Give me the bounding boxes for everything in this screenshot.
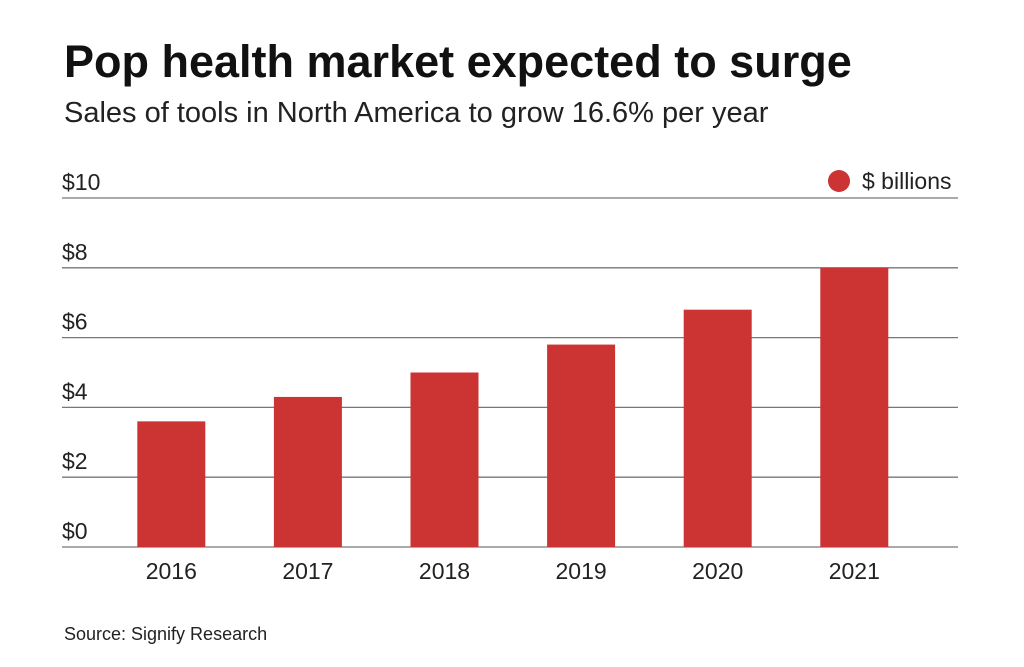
y-tick-label: $8 — [62, 239, 88, 265]
chart-subtitle: Sales of tools in North America to grow … — [64, 97, 769, 129]
legend-label: $ billions — [862, 168, 952, 194]
y-tick-label: $6 — [62, 309, 88, 335]
bar-2018 — [410, 372, 479, 547]
x-tick-label: 2019 — [556, 558, 607, 584]
y-tick-label: $0 — [62, 518, 88, 544]
x-tick-label: 2018 — [419, 558, 470, 584]
y-tick-label: $2 — [62, 448, 88, 474]
x-tick-label: 2017 — [282, 558, 333, 584]
bar-2019 — [547, 344, 616, 547]
x-tick-label: 2021 — [829, 558, 880, 584]
chart-title: Pop health market expected to surge — [64, 36, 852, 87]
x-tick-label: 2016 — [146, 558, 197, 584]
legend-marker — [828, 170, 850, 192]
y-tick-label: $4 — [62, 378, 88, 404]
bar-2021 — [820, 267, 889, 547]
y-tick-label: $10 — [62, 169, 100, 195]
bar-2020 — [683, 309, 752, 547]
x-tick-label: 2020 — [692, 558, 743, 584]
bar-2017 — [273, 396, 342, 547]
source-note: Source: Signify Research — [64, 624, 267, 644]
bar-2016 — [137, 421, 206, 547]
